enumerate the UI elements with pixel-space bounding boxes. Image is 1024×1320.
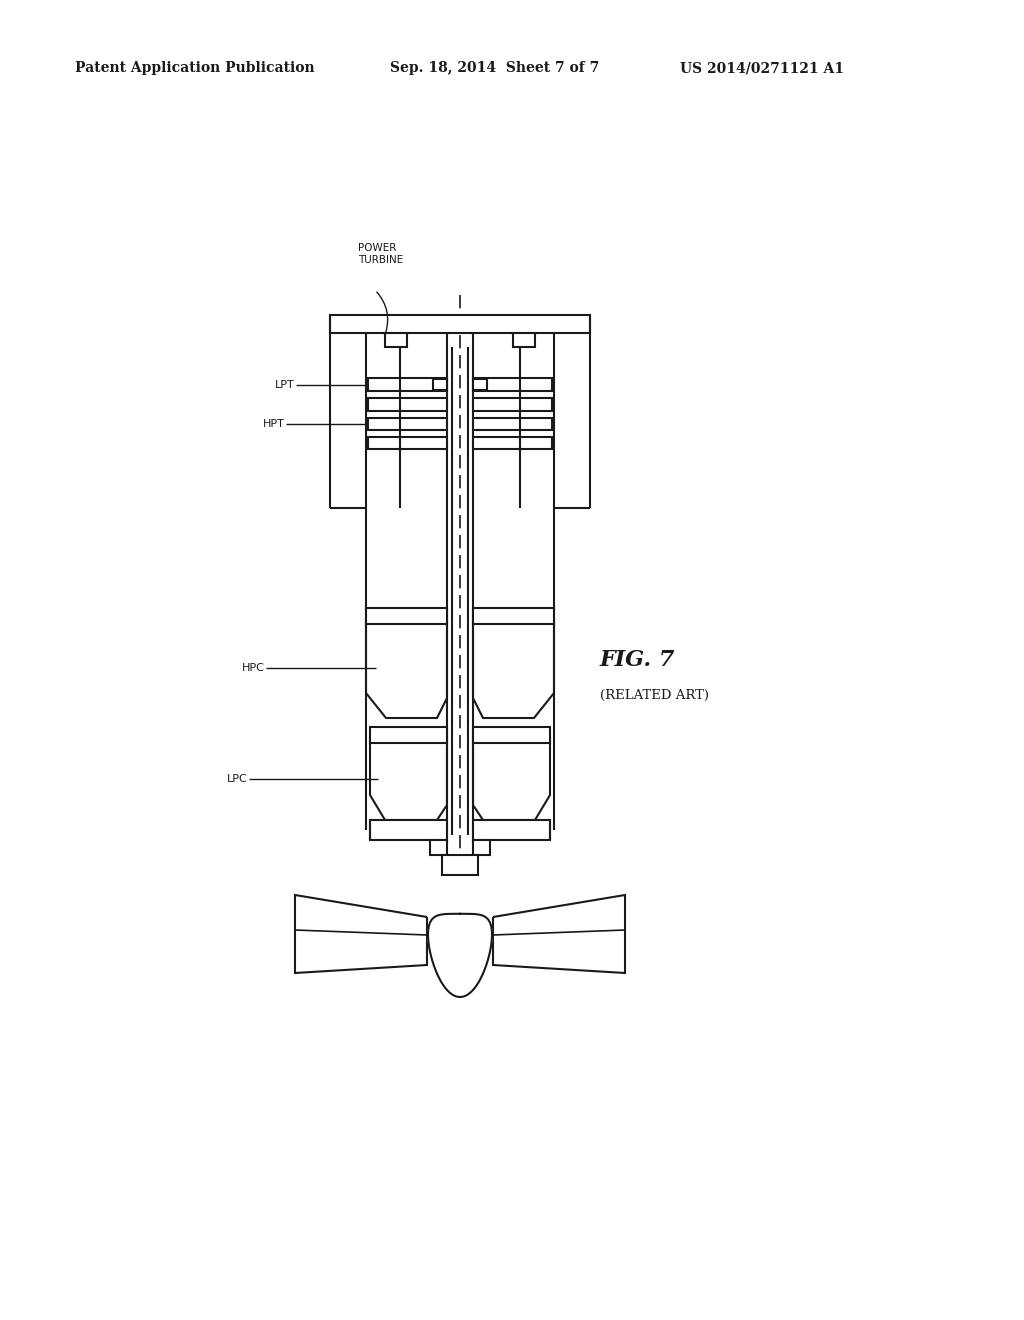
Bar bbox=[368, 399, 447, 411]
Polygon shape bbox=[366, 618, 447, 718]
Bar bbox=[473, 609, 554, 624]
Text: POWER
TURBINE: POWER TURBINE bbox=[358, 243, 403, 265]
Bar bbox=[473, 820, 550, 840]
Bar bbox=[330, 315, 590, 333]
Text: LPC: LPC bbox=[227, 774, 248, 784]
Bar bbox=[368, 437, 447, 449]
Bar bbox=[366, 609, 447, 624]
Polygon shape bbox=[473, 618, 554, 718]
Bar bbox=[430, 840, 447, 855]
Bar bbox=[368, 378, 447, 391]
Polygon shape bbox=[473, 737, 550, 820]
Polygon shape bbox=[428, 913, 492, 997]
Text: FIG. 7: FIG. 7 bbox=[600, 649, 676, 671]
Bar bbox=[473, 379, 487, 389]
Bar bbox=[473, 378, 552, 391]
Bar bbox=[370, 727, 447, 743]
Text: LPT: LPT bbox=[275, 380, 295, 389]
Bar bbox=[473, 399, 552, 411]
Text: HPC: HPC bbox=[242, 663, 265, 673]
Polygon shape bbox=[493, 895, 625, 973]
Text: Sep. 18, 2014  Sheet 7 of 7: Sep. 18, 2014 Sheet 7 of 7 bbox=[390, 61, 599, 75]
Bar bbox=[473, 840, 490, 855]
Text: (RELATED ART): (RELATED ART) bbox=[600, 689, 709, 701]
Polygon shape bbox=[370, 737, 447, 820]
Bar bbox=[385, 333, 407, 347]
Text: US 2014/0271121 A1: US 2014/0271121 A1 bbox=[680, 61, 844, 75]
Polygon shape bbox=[295, 895, 427, 973]
Bar bbox=[473, 437, 552, 449]
Bar bbox=[442, 855, 478, 875]
Bar bbox=[473, 727, 550, 743]
Bar bbox=[368, 418, 447, 430]
Text: Patent Application Publication: Patent Application Publication bbox=[75, 61, 314, 75]
Bar bbox=[370, 820, 447, 840]
Bar bbox=[473, 418, 552, 430]
Text: HPT: HPT bbox=[263, 418, 285, 429]
Bar bbox=[513, 333, 535, 347]
Bar bbox=[433, 379, 447, 389]
